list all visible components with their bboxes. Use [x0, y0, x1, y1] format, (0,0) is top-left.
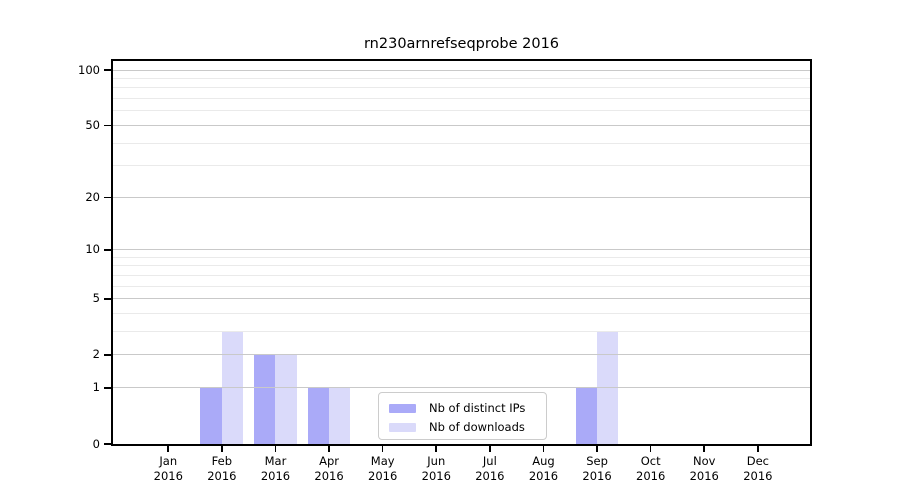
- plot-area: Nb of distinct IPs Nb of downloads: [111, 59, 812, 446]
- x-axis-tick-label: Apr 2016: [314, 454, 344, 483]
- bar-apr-distinct-ips: [307, 387, 330, 444]
- y-axis-tick-label: 0: [92, 436, 100, 451]
- y-axis-tick-label: 5: [92, 291, 100, 306]
- y-axis-tick-label: 50: [85, 117, 100, 132]
- gridline-major: [113, 354, 810, 356]
- legend-item-downloads: Nb of downloads: [389, 418, 546, 437]
- x-axis-tick-label: Oct 2016: [636, 454, 666, 483]
- bar-mar-distinct-ips: [254, 354, 276, 444]
- x-axis-tick-label: Dec 2016: [743, 454, 773, 483]
- x-axis-tick-mark: [649, 446, 652, 452]
- gridline-minor: [113, 78, 810, 80]
- x-axis-tick-mark: [757, 446, 759, 452]
- x-axis-tick-mark: [221, 446, 223, 452]
- bar-apr-downloads: [329, 387, 351, 444]
- y-axis-tick-mark: [104, 69, 111, 71]
- gridline-minor: [113, 331, 810, 333]
- bar-feb-distinct-ips: [200, 387, 222, 444]
- gridline-major: [113, 387, 810, 389]
- x-axis-tick-label: Nov 2016: [689, 454, 719, 483]
- gridline-minor: [113, 98, 810, 100]
- y-axis-tick-mark: [104, 387, 111, 389]
- x-axis-tick-mark: [435, 446, 438, 452]
- y-axis-tick-label: 20: [85, 189, 100, 204]
- gridline-minor: [113, 265, 810, 267]
- gridlines-layer: [113, 61, 810, 444]
- gridline-major: [113, 124, 810, 126]
- y-axis-tick-label: 10: [85, 242, 100, 257]
- x-axis-tick-label: Mar 2016: [260, 454, 291, 483]
- x-axis-tick-label: May 2016: [368, 454, 398, 483]
- gridline-major: [113, 298, 810, 300]
- y-axis-tick-label: 100: [78, 62, 100, 77]
- legend-label-downloads: Nb of downloads: [429, 420, 525, 434]
- legend: Nb of distinct IPs Nb of downloads: [378, 392, 547, 440]
- gridline-minor: [113, 256, 810, 258]
- gridline-major: [113, 249, 810, 251]
- y-axis-tick-label: 1: [92, 380, 100, 395]
- x-axis-tick-mark: [703, 446, 706, 452]
- gridline-minor: [113, 275, 810, 277]
- x-axis-tick-label: Sep 2016: [582, 454, 612, 483]
- gridline-minor: [113, 313, 810, 315]
- x-axis-tick-label: Jul 2016: [475, 454, 505, 483]
- x-axis-tick-label: Jan 2016: [153, 454, 183, 483]
- legend-swatch-downloads: [389, 423, 416, 432]
- gridline-minor: [113, 110, 810, 112]
- bars-layer: [113, 61, 810, 444]
- gridline-minor: [113, 87, 810, 89]
- gridline-major: [113, 196, 810, 198]
- y-axis-tick-mark: [104, 354, 111, 356]
- gridline-minor: [113, 142, 810, 144]
- x-axis-tick-mark: [328, 446, 330, 452]
- x-axis-tick-mark: [542, 446, 545, 452]
- x-axis-tick-mark: [596, 446, 598, 452]
- legend-item-distinct-ips: Nb of distinct IPs: [389, 399, 546, 418]
- x-axis-tick-label: Feb 2016: [207, 454, 237, 483]
- gridline-major: [113, 69, 810, 71]
- gridline-minor: [113, 165, 810, 167]
- y-axis-tick-mark: [104, 124, 111, 127]
- legend-label-distinct-ips: Nb of distinct IPs: [429, 401, 526, 415]
- x-axis-tick-label: Aug 2016: [528, 454, 559, 483]
- chart-title: rn230arnrefseqprobe 2016: [363, 36, 560, 52]
- y-axis-tick-mark: [104, 298, 111, 300]
- y-axis-tick-mark: [104, 248, 111, 251]
- gridline-minor: [113, 285, 810, 287]
- bar-mar-downloads: [275, 354, 297, 444]
- x-axis-tick-mark: [489, 446, 491, 452]
- x-axis-tick-label: Jun 2016: [421, 454, 451, 483]
- y-axis-tick-mark: [104, 196, 111, 199]
- legend-swatch-distinct-ips: [389, 404, 416, 413]
- x-axis-tick-mark: [167, 446, 170, 452]
- x-axis-tick-mark: [381, 446, 384, 452]
- bar-sep-distinct-ips: [575, 387, 598, 444]
- y-axis-tick-label: 2: [92, 347, 100, 362]
- y-axis-tick-mark: [104, 443, 111, 445]
- x-axis-tick-mark: [274, 446, 277, 452]
